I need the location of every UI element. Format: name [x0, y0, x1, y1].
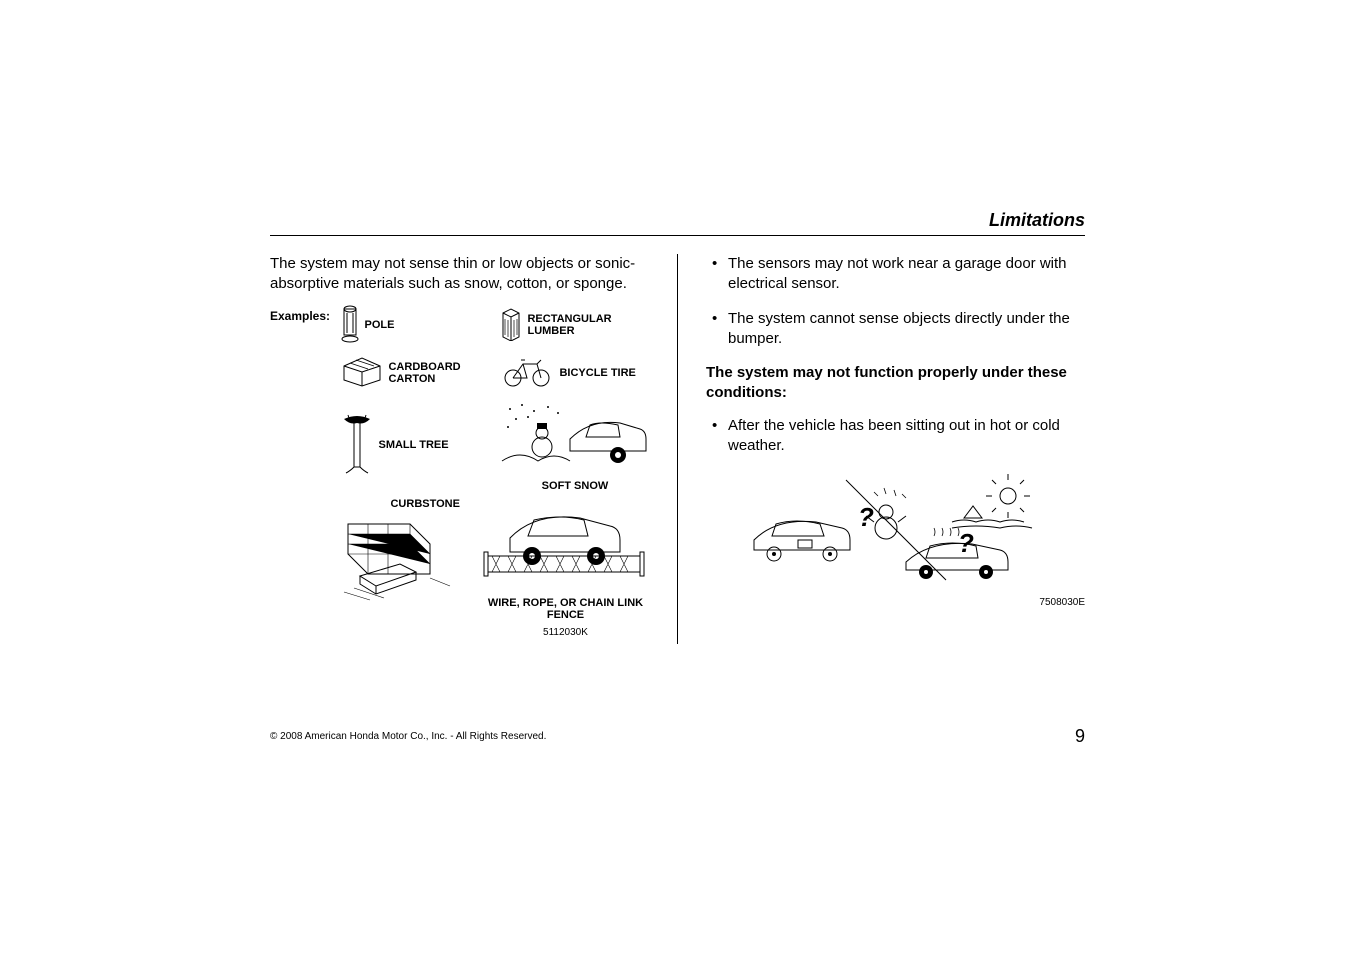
bicycle-label: BICYCLE TIRE	[559, 367, 635, 379]
header-rule	[270, 235, 1085, 236]
page-footer: © 2008 American Honda Motor Co., Inc. - …	[270, 726, 1085, 747]
examples-diagram: POLE RECTANGULAR LUMBER	[340, 303, 650, 644]
figure-code-right: 7508030E	[706, 597, 1085, 608]
bullet-item: The system cannot sense objects directly…	[706, 309, 1085, 350]
section-title: Limitations	[270, 210, 1085, 235]
fence-icon	[480, 498, 650, 593]
svg-text:?: ?	[858, 502, 874, 532]
bullet-list-b: After the vehicle has been sitting out i…	[706, 416, 1085, 457]
bicycle-icon	[499, 354, 555, 393]
carton-icon	[340, 354, 384, 393]
page-content: Limitations The system may not sense thi…	[270, 210, 1085, 644]
weather-icon: ?	[746, 470, 1046, 590]
curb-label: CURBSTONE	[390, 498, 459, 510]
example-pole: POLE	[340, 303, 491, 348]
pole-label: POLE	[364, 319, 394, 331]
carton-label: CARDBOARD CARTON	[388, 361, 491, 385]
example-carton: CARDBOARD CARTON	[340, 354, 491, 393]
tree-icon	[340, 411, 374, 480]
two-column-layout: The system may not sense thin or low obj…	[270, 254, 1085, 644]
snow-label: SOFT SNOW	[542, 480, 609, 492]
svg-text:?: ?	[958, 528, 974, 558]
example-bicycle: BICYCLE TIRE	[499, 354, 650, 393]
page-number: 9	[1075, 726, 1085, 747]
figure-code-left: 5112030K	[543, 627, 588, 638]
examples-block: Examples:	[270, 303, 657, 644]
examples-label: Examples:	[270, 309, 330, 323]
bullet-item: The sensors may not work near a garage d…	[706, 254, 1085, 295]
pole-icon	[340, 303, 360, 348]
example-curb: CURBSTONE	[340, 498, 472, 609]
example-row: SMALL TREE	[340, 399, 650, 492]
example-row: CURBSTONE	[340, 498, 650, 638]
left-column: The system may not sense thin or low obj…	[270, 254, 677, 644]
example-lumber: RECTANGULAR LUMBER	[499, 305, 650, 346]
right-column: The sensors may not work near a garage d…	[678, 254, 1085, 644]
example-row: POLE RECTANGULAR LUMBER	[340, 303, 650, 348]
lumber-label: RECTANGULAR LUMBER	[527, 313, 650, 337]
weather-figure: ?	[706, 470, 1085, 608]
conditions-heading: The system may not function properly und…	[706, 363, 1085, 404]
curb-icon	[340, 514, 460, 609]
example-tree: SMALL TREE	[340, 411, 491, 480]
snow-icon	[500, 399, 650, 476]
bullet-list-a: The sensors may not work near a garage d…	[706, 254, 1085, 349]
example-snow: SOFT SNOW	[499, 399, 650, 492]
tree-label: SMALL TREE	[378, 439, 448, 451]
bullet-item: After the vehicle has been sitting out i…	[706, 416, 1085, 457]
example-fence: WIRE, ROPE, OR CHAIN LINK FENCE 5112030K	[480, 498, 650, 638]
example-row: CARDBOARD CARTON BIC	[340, 354, 650, 393]
intro-paragraph: The system may not sense thin or low obj…	[270, 254, 657, 295]
lumber-icon	[499, 305, 523, 346]
fence-label: WIRE, ROPE, OR CHAIN LINK FENCE	[480, 597, 650, 621]
copyright-text: © 2008 American Honda Motor Co., Inc. - …	[270, 731, 546, 742]
